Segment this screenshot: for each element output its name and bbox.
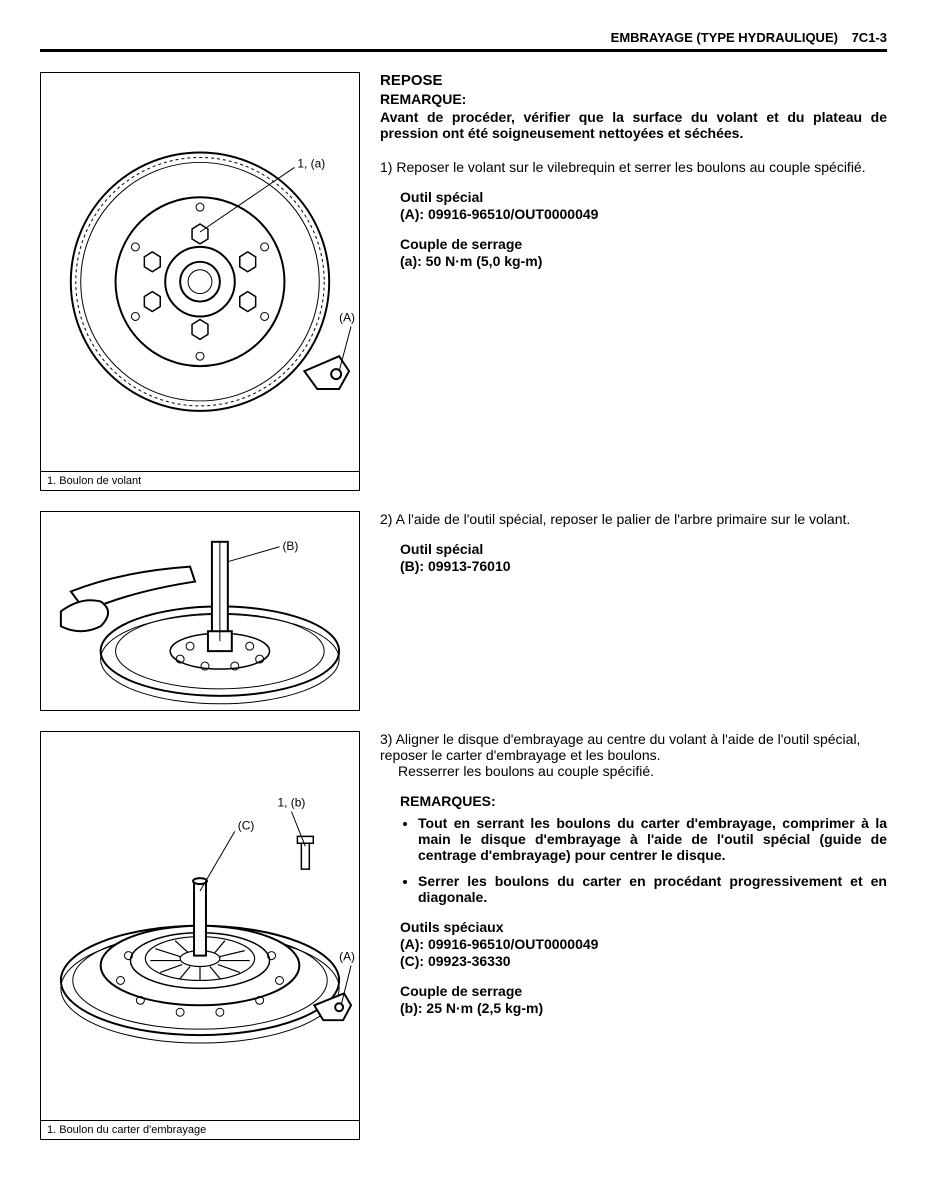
repose-heading: REPOSE — [380, 72, 887, 89]
step3-torque-label: Couple de serrage — [400, 983, 887, 999]
step3-text1: Aligner le disque d'embrayage au centre … — [380, 731, 860, 763]
step1-num: 1) — [380, 159, 392, 175]
step3-torque-value: (b): 25 N·m (2,5 kg-m) — [400, 1000, 887, 1016]
flywheel-diagram-icon: 1, (a) (A) — [41, 73, 359, 471]
callout-B: (B) — [282, 538, 298, 552]
figure-3-caption: 1. Boulon du carter d'embrayage — [41, 1120, 359, 1139]
step1-tool-value: (A): 09916-96510/OUT0000049 — [400, 206, 887, 222]
section-1: 1, (a) (A) 1. Boulon de volant REPOSE RE… — [40, 72, 887, 491]
callout-1a: 1, (a) — [297, 156, 325, 170]
step1-text: Reposer le volant sur le vilebrequin et … — [396, 159, 865, 175]
step1-tool-label: Outil spécial — [400, 189, 887, 205]
figure-1: 1, (a) (A) 1. Boulon de volant — [40, 72, 360, 491]
section-2: (B) 2) A l'aide de l'outil spécial, repo… — [40, 511, 887, 712]
step1-torque-label: Couple de serrage — [400, 236, 887, 252]
figure-2: (B) — [40, 511, 360, 712]
step3-tools-label: Outils spéciaux — [400, 919, 887, 935]
step3-note1: Tout en serrant les boulons du carter d'… — [418, 815, 887, 863]
remarque-heading: REMARQUE: — [380, 91, 887, 107]
callout-1b: 1, (b) — [278, 796, 306, 810]
figure-1-caption: 1. Boulon de volant — [41, 471, 359, 490]
remarques-heading: REMARQUES: — [400, 793, 887, 809]
step2-tool-value: (B): 09913-76010 — [400, 558, 887, 574]
step3-note2: Serrer les boulons du carter en procédan… — [418, 873, 887, 905]
step2-tool-label: Outil spécial — [400, 541, 887, 557]
section-3: 1, (b) (C) (A) 1. Boulon du carter d'emb… — [40, 731, 887, 1140]
callout-A: (A) — [339, 310, 355, 324]
step1-torque-value: (a): 50 N·m (5,0 kg-m) — [400, 253, 887, 269]
step3-tool-c: (C): 09923-36330 — [400, 953, 887, 969]
step2-num: 2) — [380, 511, 392, 527]
bearing-install-diagram-icon: (B) — [41, 512, 359, 711]
step3-tool-a: (A): 09916-96510/OUT0000049 — [400, 936, 887, 952]
callout-A3: (A) — [339, 950, 355, 964]
clutch-cover-diagram-icon: 1, (b) (C) (A) — [41, 732, 359, 1120]
header-page: 7C1-3 — [852, 30, 887, 45]
header-title: EMBRAYAGE (TYPE HYDRAULIQUE) — [611, 30, 838, 45]
step3-num: 3) — [380, 731, 392, 747]
step2-text: A l'aide de l'outil spécial, reposer le … — [396, 511, 851, 527]
callout-C: (C) — [238, 819, 255, 833]
figure-3: 1, (b) (C) (A) 1. Boulon du carter d'emb… — [40, 731, 360, 1140]
page-header: EMBRAYAGE (TYPE HYDRAULIQUE) 7C1-3 — [40, 30, 887, 52]
intro-note: Avant de procéder, vérifier que la surfa… — [380, 109, 887, 141]
step3-text2: Resserrer les boulons au couple spécifié… — [398, 763, 654, 779]
